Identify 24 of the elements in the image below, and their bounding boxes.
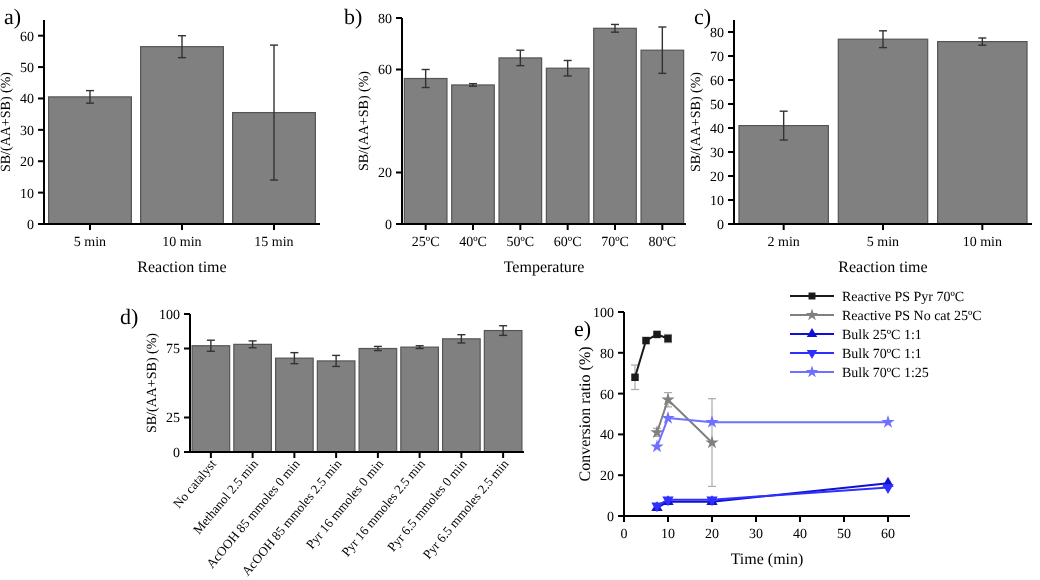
point [705,415,719,428]
chart-title: e) [574,318,592,342]
bar [837,38,929,225]
chart-title: d) [120,306,139,330]
point [631,373,639,382]
chart-title: b) [344,6,363,30]
y-axis-title: Conversion ratio (%) [576,345,594,482]
point [661,411,675,424]
point [653,330,661,339]
bar [738,125,829,225]
x-axis-title: Reaction time [137,258,228,276]
bar [48,96,132,225]
point [881,415,895,428]
bar [232,111,316,225]
bar [937,41,1028,225]
point [705,435,719,449]
point [882,484,894,495]
x-axis-title: Temperature [503,258,586,276]
x-axis-title: Time (min) [730,550,805,568]
chart-title: a) [4,6,22,30]
x-axis-title: Reaction time [838,258,929,276]
chart-title: c) [694,6,712,30]
bar [140,46,224,225]
point [642,336,650,345]
